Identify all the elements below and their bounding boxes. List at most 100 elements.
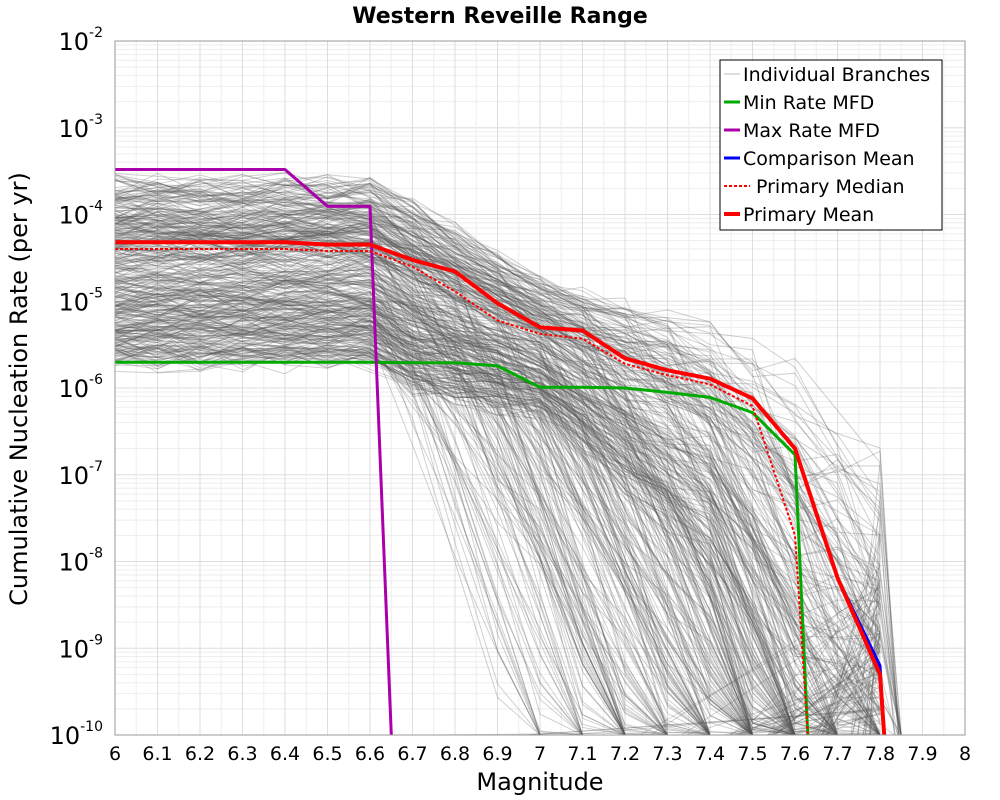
branch-line xyxy=(114,213,881,736)
branch-line xyxy=(114,213,880,736)
branch-line xyxy=(114,247,881,736)
series-lines xyxy=(115,168,887,736)
branch-line xyxy=(114,201,881,736)
branch-line xyxy=(114,329,880,736)
branch-line xyxy=(114,318,880,736)
branch-line xyxy=(114,217,881,736)
branch-line xyxy=(114,174,882,736)
y-tick-label: 10-5 xyxy=(58,285,103,316)
branch-line xyxy=(114,178,881,736)
branch-line xyxy=(114,184,881,736)
x-tick-label: 7.9 xyxy=(907,743,937,765)
branch-line xyxy=(114,309,880,736)
branch-line xyxy=(114,292,880,736)
branch-line xyxy=(114,215,880,736)
x-tick-label: 7.4 xyxy=(695,743,725,765)
branch-line xyxy=(114,173,880,736)
branch-line xyxy=(114,333,895,736)
y-tick-label: 10-8 xyxy=(58,546,103,577)
branch-line xyxy=(114,250,880,736)
branch-line xyxy=(114,208,882,736)
branch-line xyxy=(114,267,880,736)
branch-line xyxy=(114,279,902,736)
branch-line xyxy=(114,222,880,736)
branch-line xyxy=(114,287,880,736)
branch-line xyxy=(114,216,880,736)
x-tick-label: 8 xyxy=(959,743,971,765)
branch-line xyxy=(114,190,880,736)
branch-line xyxy=(114,209,881,736)
branch-line xyxy=(114,238,880,736)
branch-line xyxy=(114,307,880,736)
branch-line xyxy=(114,193,881,736)
branch-line xyxy=(114,244,881,736)
branch-line xyxy=(114,327,880,736)
x-axis-label: Magnitude xyxy=(476,768,603,796)
branch-line xyxy=(114,311,880,736)
branch-line xyxy=(114,236,882,736)
branch-line xyxy=(114,202,881,736)
branch-line xyxy=(114,294,880,736)
branch-line xyxy=(114,179,881,736)
branch-line xyxy=(114,179,881,736)
branch-line xyxy=(114,281,880,736)
branch-line xyxy=(114,188,881,736)
branch-line xyxy=(114,301,882,736)
branch-line xyxy=(114,221,881,736)
branch-line xyxy=(114,296,882,736)
branch-line xyxy=(114,317,881,736)
branch-line xyxy=(114,206,880,736)
branch-line xyxy=(114,272,881,736)
branch-line xyxy=(114,335,880,736)
branch-line xyxy=(114,212,880,736)
branch-line xyxy=(114,174,880,736)
branch-line xyxy=(114,297,881,736)
branch-line xyxy=(114,213,881,736)
branch-line xyxy=(114,230,880,736)
branch-line xyxy=(114,175,881,736)
x-tick-label: 7.7 xyxy=(822,743,852,765)
branch-line xyxy=(114,290,896,736)
legend-label-comparison-mean: Comparison Mean xyxy=(743,148,915,170)
branch-line xyxy=(114,264,881,736)
legend-label-primary-median: Primary Median xyxy=(756,176,905,198)
branch-line xyxy=(114,293,882,736)
branch-line xyxy=(114,282,881,736)
branch-line xyxy=(114,284,881,736)
branch-line xyxy=(114,301,880,736)
branch-line xyxy=(114,305,880,736)
branch-line xyxy=(114,238,881,736)
branch-line xyxy=(114,237,881,736)
branch-line xyxy=(114,259,902,736)
branch-line xyxy=(114,237,882,736)
branch-line xyxy=(114,304,898,736)
branch-line xyxy=(114,293,902,736)
branch-line xyxy=(114,178,881,736)
x-tick-label: 6.9 xyxy=(482,743,512,765)
branch-line xyxy=(114,307,880,736)
branch-line xyxy=(114,174,881,736)
branch-line xyxy=(114,313,880,736)
branch-line xyxy=(114,284,880,736)
branch-line xyxy=(114,215,881,736)
branch-line xyxy=(114,314,880,736)
branch-line xyxy=(114,185,880,736)
branch-line xyxy=(114,198,881,736)
branch-line xyxy=(114,242,880,736)
branch-line xyxy=(114,229,902,736)
branch-line xyxy=(114,286,880,736)
branch-line xyxy=(114,177,881,736)
legend-label-individual-branches: Individual Branches xyxy=(743,64,930,86)
branch-line xyxy=(114,183,881,736)
branch-line xyxy=(114,207,881,736)
branch-line xyxy=(114,285,880,736)
branch-line xyxy=(114,292,880,736)
branch-line xyxy=(114,336,880,736)
branch-line xyxy=(114,283,882,736)
branch-line xyxy=(114,207,881,736)
branch-line xyxy=(114,287,881,736)
y-tick-label: 10-7 xyxy=(58,459,103,490)
branch-line xyxy=(114,177,880,736)
branch-line xyxy=(114,294,880,736)
branch-line xyxy=(114,318,880,736)
